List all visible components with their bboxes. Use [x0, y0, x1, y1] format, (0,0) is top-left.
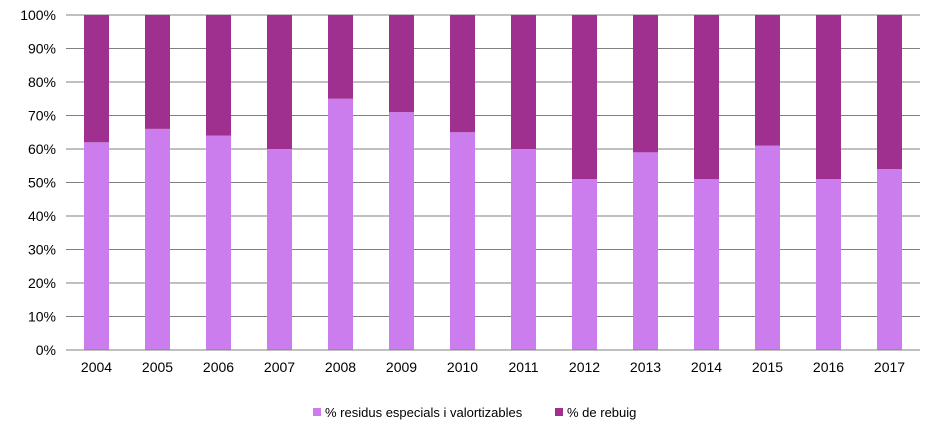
y-tick-label: 80% [28, 74, 56, 90]
bar-segment-rebuig [450, 15, 475, 133]
bar-segment-residus [328, 98, 353, 350]
bar-segment-residus [633, 152, 658, 350]
bar-segment-residus [877, 169, 902, 350]
bar-segment-rebuig [267, 15, 292, 149]
bar-segment-residus [145, 128, 170, 350]
y-tick-label: 100% [20, 7, 56, 23]
bar-segment-residus [389, 112, 414, 351]
x-tick-label: 2014 [691, 359, 722, 375]
legend-label-rebuig: % de rebuig [567, 405, 636, 420]
y-axis: 0% 10% 20% 30% 40% 50% 60% 70% 80% 90% 100% [20, 7, 56, 358]
x-tick-label: 2008 [325, 359, 356, 375]
bar-segment-residus [511, 149, 536, 350]
x-tick-label: 2007 [264, 359, 295, 375]
gridlines [66, 14, 920, 351]
bar-segment-residus [694, 179, 719, 350]
y-tick-label: 70% [28, 108, 56, 124]
x-tick-label: 2013 [630, 359, 661, 375]
x-tick-label: 2009 [386, 359, 417, 375]
bar-segment-residus [84, 142, 109, 350]
bar-segment-residus [572, 179, 597, 350]
bar-segment-rebuig [572, 15, 597, 180]
bar-segment-residus [267, 149, 292, 350]
bar-segment-rebuig [84, 15, 109, 143]
bar-segment-residus [450, 132, 475, 350]
bar-segment-rebuig [145, 15, 170, 129]
x-tick-label: 2006 [203, 359, 234, 375]
y-tick-label: 10% [28, 309, 56, 325]
bar-segment-rebuig [694, 15, 719, 180]
legend-label-residus: % residus especials i valortizables [325, 405, 523, 420]
bar-segment-residus [755, 145, 780, 350]
bar-segment-rebuig [633, 15, 658, 153]
y-tick-label: 60% [28, 141, 56, 157]
bar-segment-rebuig [511, 15, 536, 149]
x-tick-label: 2016 [813, 359, 844, 375]
y-tick-label: 0% [36, 342, 56, 358]
legend-swatch-rebuig [555, 408, 563, 416]
x-tick-label: 2011 [508, 359, 538, 375]
bar-segment-residus [206, 135, 231, 350]
x-tick-label: 2015 [752, 359, 783, 375]
x-tick-label: 2012 [569, 359, 600, 375]
x-tick-label: 2005 [142, 359, 173, 375]
bar-segment-rebuig [389, 15, 414, 113]
bar-segment-rebuig [328, 15, 353, 99]
y-tick-label: 20% [28, 275, 56, 291]
bars [84, 15, 902, 351]
legend-swatch-residus [313, 408, 321, 416]
y-tick-label: 90% [28, 41, 56, 57]
bar-segment-rebuig [206, 15, 231, 136]
x-axis: 2004 2005 2006 2007 2008 2009 2010 2011 2012 2013… [66, 349, 920, 375]
x-tick-label: 2004 [81, 359, 112, 375]
bar-segment-rebuig [816, 15, 841, 180]
bar-segment-residus [816, 179, 841, 350]
legend: % residus especials i valortizables % de… [313, 405, 636, 420]
bar-segment-rebuig [755, 15, 780, 146]
y-tick-label: 40% [28, 208, 56, 224]
x-tick-label: 2017 [874, 359, 905, 375]
x-tick-label: 2010 [447, 359, 478, 375]
bar-segment-rebuig [877, 15, 902, 170]
y-tick-label: 30% [28, 242, 56, 258]
y-tick-label: 50% [28, 175, 56, 191]
